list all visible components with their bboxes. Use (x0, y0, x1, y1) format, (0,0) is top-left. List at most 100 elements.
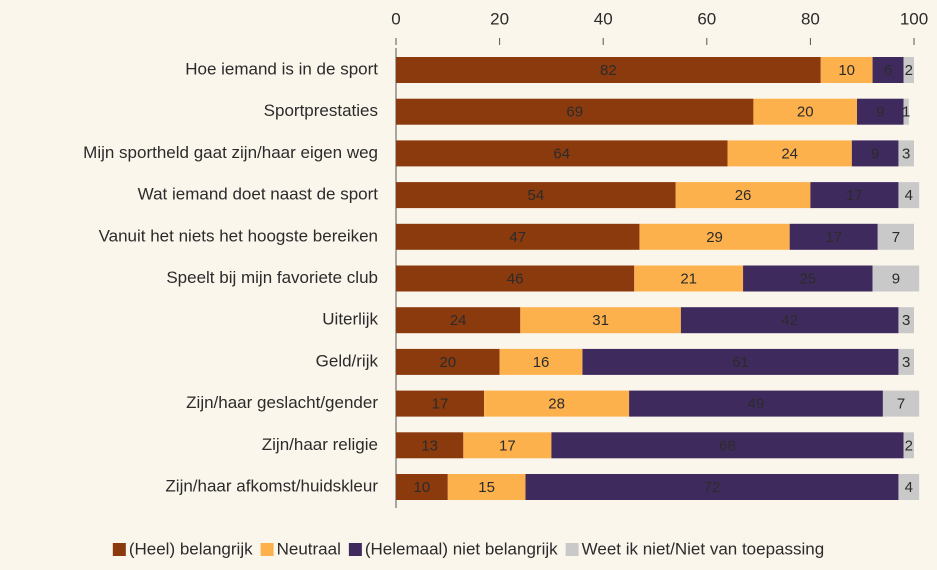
value-label: 2 (905, 62, 913, 79)
legend-label: (Helemaal) niet belangrijk (365, 539, 558, 558)
bar-segment (396, 432, 464, 459)
bar-segment (396, 307, 521, 334)
legend-swatch (565, 543, 579, 556)
category-label: Mijn sportheld gaat zijn/haar eigen weg (83, 143, 378, 162)
x-tick-label: 60 (697, 9, 716, 28)
legend-label: (Heel) belangrijk (129, 539, 253, 558)
bar-segment (396, 98, 754, 125)
x-tick-label: 20 (490, 9, 509, 28)
category-label: Hoe iemand is in de sport (185, 59, 378, 78)
bar-segment (396, 223, 640, 250)
value-label: 13 (421, 437, 438, 454)
value-label: 68 (719, 437, 736, 454)
bar-segment (396, 348, 500, 375)
value-label: 21 (680, 270, 697, 287)
value-label: 10 (414, 479, 431, 496)
bar-segment (639, 223, 790, 250)
bar-segment (463, 432, 552, 459)
category-label: Speelt bij mijn favoriete club (166, 268, 378, 287)
value-label: 82 (600, 62, 617, 79)
bar-segment (898, 348, 914, 375)
value-label: 15 (478, 479, 495, 496)
legend: (Heel) belangrijk Neutraal (Helemaal) niet… (112, 539, 825, 558)
value-label: 17 (825, 229, 842, 246)
bar-segment (898, 307, 914, 334)
bar-segment (551, 432, 904, 459)
bar-segment (898, 140, 914, 167)
bar-segment (396, 474, 448, 500)
x-tick-label: 80 (801, 9, 820, 28)
legend-label: Weet ik niet/Niet van toepassing (582, 539, 825, 558)
value-label: 17 (499, 437, 516, 454)
value-label: 4 (905, 187, 913, 204)
value-label: 4 (905, 479, 913, 496)
x-tick-label: 0 (391, 9, 400, 28)
bar-segment (396, 57, 821, 83)
bar-segment (903, 432, 914, 459)
bar-segment (499, 348, 583, 375)
legend-swatch (260, 543, 274, 556)
bar-segment (675, 182, 811, 209)
value-label: 26 (735, 187, 752, 204)
bar-segment (810, 182, 899, 209)
bar-segment (903, 57, 914, 83)
value-label: 3 (902, 145, 910, 162)
value-label: 24 (450, 312, 467, 329)
bar-segment (582, 348, 899, 375)
bar-segment (851, 140, 899, 167)
bar-segment (396, 390, 485, 417)
x-tick-label: 40 (594, 9, 613, 28)
bar-segment (898, 182, 920, 209)
bar-segment (396, 140, 728, 167)
bar-segment (447, 474, 526, 500)
value-label: 29 (706, 229, 723, 246)
value-label: 31 (592, 312, 609, 329)
bar-segment (753, 98, 858, 125)
value-label: 17 (432, 396, 449, 413)
category-label: Uiterlijk (322, 310, 378, 329)
bar-segment (396, 265, 635, 292)
value-label: 49 (748, 396, 765, 413)
legend-swatch (348, 543, 362, 556)
bar-segment (727, 140, 852, 167)
bar-segment (872, 57, 904, 83)
bar-segment (680, 307, 899, 334)
value-label: 9 (876, 104, 884, 121)
value-label: 20 (439, 354, 456, 371)
value-label: 3 (902, 354, 910, 371)
bar-segment (629, 390, 883, 417)
value-label: 9 (871, 145, 879, 162)
value-label: 69 (566, 104, 583, 121)
legend-swatch (112, 543, 126, 556)
category-label: Zijn/haar religie (262, 435, 378, 454)
category-label: Zijn/haar geslacht/gender (186, 393, 378, 412)
value-label: 10 (838, 62, 855, 79)
bar-segment (877, 223, 914, 250)
value-label: 25 (799, 270, 816, 287)
value-label: 24 (781, 145, 798, 162)
bar-segment (882, 390, 920, 417)
bar-segment (898, 474, 920, 500)
bar-segment (872, 265, 920, 292)
bar-segment (789, 223, 878, 250)
bar-segment (520, 307, 681, 334)
category-label: Zijn/haar afkomst/huidskleur (165, 476, 378, 495)
value-label: 7 (897, 396, 905, 413)
bar-segment (396, 182, 676, 209)
bar-segment (484, 390, 630, 417)
legend-label: Neutraal (277, 539, 341, 558)
value-label: 47 (509, 229, 526, 246)
value-label: 72 (704, 479, 721, 496)
value-label: 42 (781, 312, 798, 329)
category-label: Vanuit het niets het hoogste bereiken (99, 226, 378, 245)
value-label: 7 (892, 229, 900, 246)
bar-segment (634, 265, 744, 292)
value-label: 28 (548, 396, 565, 413)
value-label: 20 (797, 104, 814, 121)
bar-segment (743, 265, 873, 292)
bar-segment (857, 98, 904, 125)
category-label: Sportprestaties (264, 101, 378, 120)
bar-segment (903, 98, 909, 125)
category-label: Wat iemand doet naast de sport (138, 185, 379, 204)
